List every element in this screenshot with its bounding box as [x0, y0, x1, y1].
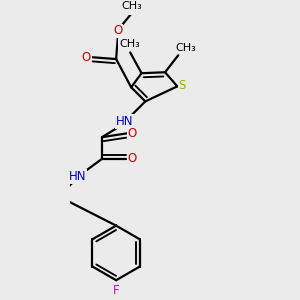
Text: HN: HN — [116, 115, 133, 128]
Text: CH₃: CH₃ — [122, 2, 142, 11]
Text: F: F — [113, 284, 119, 297]
Text: HN: HN — [69, 170, 86, 183]
Text: O: O — [113, 24, 123, 37]
Text: O: O — [128, 127, 137, 140]
Text: S: S — [178, 79, 186, 92]
Text: O: O — [82, 51, 91, 64]
Text: O: O — [128, 152, 137, 165]
Text: CH₃: CH₃ — [119, 39, 140, 49]
Text: CH₃: CH₃ — [176, 43, 196, 53]
